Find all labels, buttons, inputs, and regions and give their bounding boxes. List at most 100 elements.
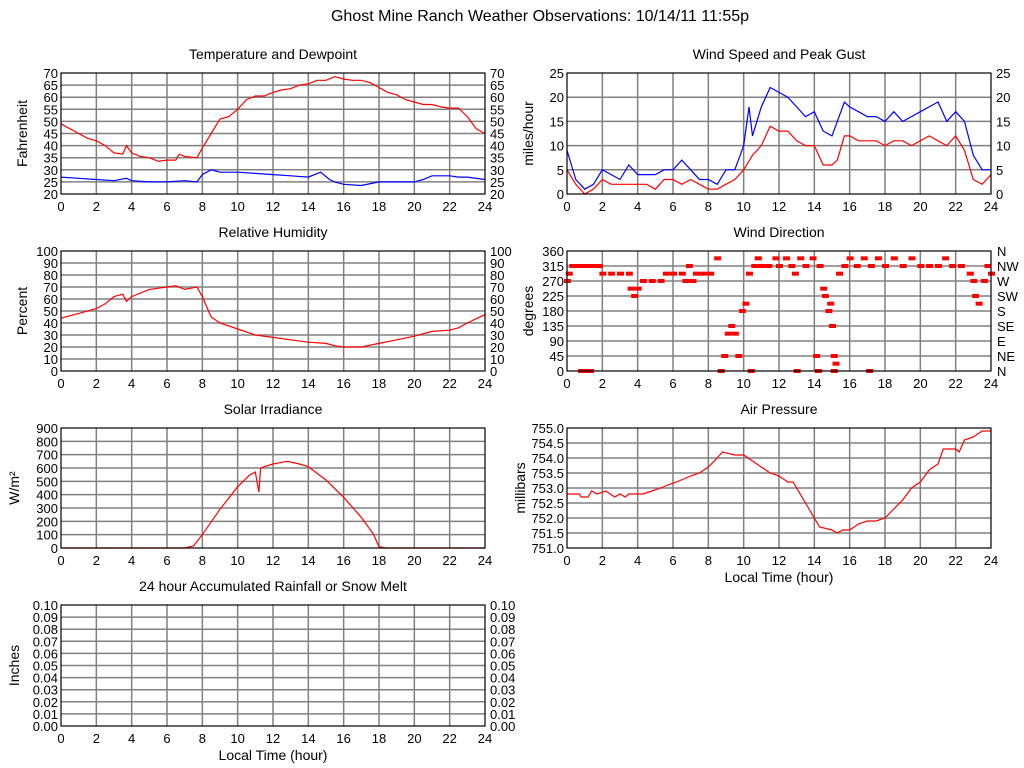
y-tick-label: 180 — [542, 304, 564, 319]
y-tick-label-right: 100 — [490, 244, 512, 259]
x-tick-label: 2 — [93, 199, 100, 214]
y-tick-label: 700 — [36, 448, 58, 463]
x-tick-label: 8 — [705, 376, 712, 391]
y-tick-label: 0.01 — [33, 707, 58, 722]
chart-title: 24 hour Accumulated Rainfall or Snow Mel… — [139, 578, 407, 594]
x-tick-label: 24 — [478, 553, 492, 568]
wind-direction-point — [595, 264, 603, 268]
wind-direction-point — [648, 279, 656, 283]
y-tick-label: 500 — [36, 474, 58, 489]
x-tick-label: 4 — [128, 199, 135, 214]
main-title: Ghost Mine Ranch Weather Observations: 1… — [330, 8, 750, 25]
wind-direction-point — [820, 286, 828, 291]
y-tick-label: 30 — [44, 163, 58, 178]
wind-direction-point — [816, 264, 824, 268]
y-tick-label-right: 90 — [490, 256, 504, 271]
chart-title: Relative Humidity — [219, 224, 328, 240]
x-tick-label: 18 — [372, 731, 386, 746]
wind-direction-point — [970, 279, 978, 283]
y-tick-label: 755.0 — [531, 421, 564, 436]
wind-direction-point — [738, 309, 746, 313]
wind-direction-point — [867, 264, 875, 268]
y-tick-label-right: 0.09 — [490, 610, 515, 625]
y-tick-label: 0.03 — [33, 683, 58, 698]
y-tick-label-right: 30 — [490, 328, 504, 343]
compass-label: NW — [997, 259, 1019, 274]
wind-direction-point — [972, 294, 980, 298]
chart-title: Air Pressure — [740, 401, 817, 417]
wind-direction-point — [908, 256, 916, 261]
x-tick-label: 6 — [669, 199, 676, 214]
y-tick-label: 40 — [44, 139, 58, 154]
x-tick-label: 12 — [266, 553, 280, 568]
wind-direction-point — [797, 256, 805, 261]
x-tick-label: 14 — [807, 199, 821, 214]
y-tick-label-right: 40 — [490, 316, 504, 331]
y-tick-label-right: 70 — [490, 280, 504, 295]
y-tick-label: 0 — [51, 541, 58, 556]
x-tick-label: 4 — [634, 553, 641, 568]
y-tick-label: 135 — [542, 319, 564, 334]
wind-direction-point — [639, 279, 647, 283]
series-line-0 — [61, 460, 485, 549]
wind-direction-point — [846, 256, 854, 261]
series-line-0 — [60, 75, 486, 162]
y-tick-label: 0.04 — [33, 671, 58, 686]
x-tick-label: 16 — [842, 376, 856, 391]
plot-frame — [60, 427, 486, 549]
y-tick-label-right: 30 — [490, 163, 504, 178]
series-line-0 — [567, 430, 991, 534]
y-tick-label: 100 — [36, 528, 58, 543]
x-tick-label: 22 — [948, 376, 962, 391]
x-tick-label: 2 — [599, 199, 606, 214]
y-tick-label-right: 10 — [996, 139, 1010, 154]
x-tick-label: 14 — [807, 376, 821, 391]
y-tick-label-right: 0.10 — [490, 598, 515, 613]
x-tick-label: 8 — [199, 376, 206, 391]
y-tick-label: 0.05 — [33, 659, 58, 674]
wind-direction-point — [574, 264, 582, 268]
y-tick-label: 90 — [44, 256, 58, 271]
x-tick-label: 22 — [442, 731, 456, 746]
wind-direction-point — [678, 271, 686, 276]
wind-direction-point — [926, 264, 934, 268]
y-tick-label: 10 — [44, 352, 58, 367]
wind-direction-point — [874, 256, 882, 261]
x-tick-label: 16 — [842, 553, 856, 568]
x-tick-label: 6 — [163, 553, 170, 568]
y-axis-label: degrees — [520, 286, 536, 337]
y-tick-label: 753.0 — [531, 481, 564, 496]
y-tick-label: 752.5 — [531, 496, 564, 511]
compass-label: E — [997, 334, 1006, 349]
chart-rain: 24 hour Accumulated Rainfall or Snow Mel… — [6, 578, 515, 763]
y-axis-label: miles/hour — [520, 101, 536, 166]
y-tick-label-right: 0 — [996, 187, 1003, 202]
y-tick-label: 100 — [36, 244, 58, 259]
x-tick-label: 18 — [878, 376, 892, 391]
wind-direction-point — [724, 331, 732, 336]
y-tick-label: 600 — [36, 461, 58, 476]
plot-frame — [60, 72, 486, 195]
compass-label: NE — [997, 349, 1015, 364]
wind-direction-point — [700, 271, 708, 276]
x-tick-label: 4 — [128, 553, 135, 568]
x-tick-label: 0 — [563, 553, 570, 568]
x-tick-label: 12 — [772, 553, 786, 568]
wind-direction-point — [714, 256, 722, 261]
y-tick-label: 65 — [44, 78, 58, 93]
wind-direction-point — [791, 271, 799, 276]
y-tick-label: 60 — [44, 292, 58, 307]
x-tick-label: 0 — [563, 199, 570, 214]
y-tick-label: 90 — [550, 334, 564, 349]
wind-direction-point — [827, 301, 835, 306]
wind-direction-point — [728, 324, 736, 328]
x-tick-label: 0 — [57, 731, 64, 746]
x-tick-label: 14 — [301, 731, 315, 746]
y-tick-label: 400 — [36, 488, 58, 503]
plot-frame — [60, 604, 486, 727]
x-tick-label: 6 — [163, 199, 170, 214]
x-tick-label: 20 — [913, 199, 927, 214]
x-tick-label: 8 — [199, 731, 206, 746]
compass-label: SW — [997, 289, 1019, 304]
compass-label: W — [997, 274, 1010, 289]
